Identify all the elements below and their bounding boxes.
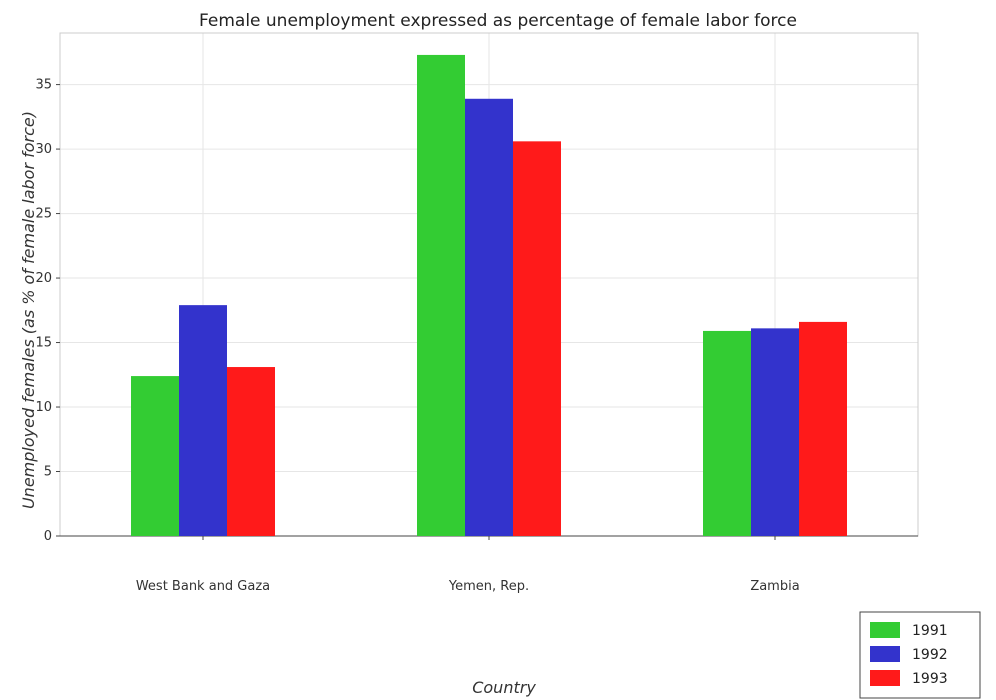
x-tick-label: Yemen, Rep. bbox=[448, 579, 529, 594]
legend-swatch bbox=[870, 622, 900, 638]
legend-label: 1992 bbox=[912, 647, 948, 663]
bar bbox=[513, 141, 561, 537]
legend: 1991 1992 1993 bbox=[859, 611, 981, 699]
bar bbox=[131, 376, 179, 536]
legend-label: 1991 bbox=[912, 623, 948, 639]
bar bbox=[227, 367, 275, 536]
y-tick-label: 10 bbox=[35, 400, 52, 415]
legend-swatch bbox=[870, 646, 900, 662]
y-axis-label: Unemployed females (as % of female labor… bbox=[19, 111, 38, 509]
y-tick-label: 0 bbox=[44, 529, 52, 544]
bars bbox=[131, 54, 847, 537]
legend-label: 1993 bbox=[912, 671, 948, 687]
bar bbox=[703, 330, 751, 536]
x-tick-label: Zambia bbox=[750, 579, 799, 594]
bar bbox=[465, 98, 513, 537]
bar bbox=[799, 321, 847, 536]
y-tick-label: 25 bbox=[35, 207, 52, 222]
chart-title: Female unemployment expressed as percent… bbox=[199, 11, 797, 31]
y-tick-label: 30 bbox=[35, 142, 52, 157]
y-tick-label: 5 bbox=[44, 465, 52, 480]
x-axis-label: Country bbox=[472, 678, 536, 697]
bar bbox=[751, 328, 799, 536]
y-tick-label: 15 bbox=[35, 336, 52, 351]
y-tick-label: 35 bbox=[35, 78, 52, 93]
x-tick-label: West Bank and Gaza bbox=[136, 579, 270, 594]
y-axis-ticks: 0 5 10 15 20 25 30 35 bbox=[35, 78, 60, 544]
y-tick-label: 20 bbox=[35, 271, 52, 286]
bar bbox=[179, 305, 227, 536]
legend-swatch bbox=[870, 670, 900, 686]
x-axis-ticks: West Bank and Gaza Yemen, Rep. Zambia bbox=[136, 536, 800, 594]
bar bbox=[417, 54, 465, 537]
